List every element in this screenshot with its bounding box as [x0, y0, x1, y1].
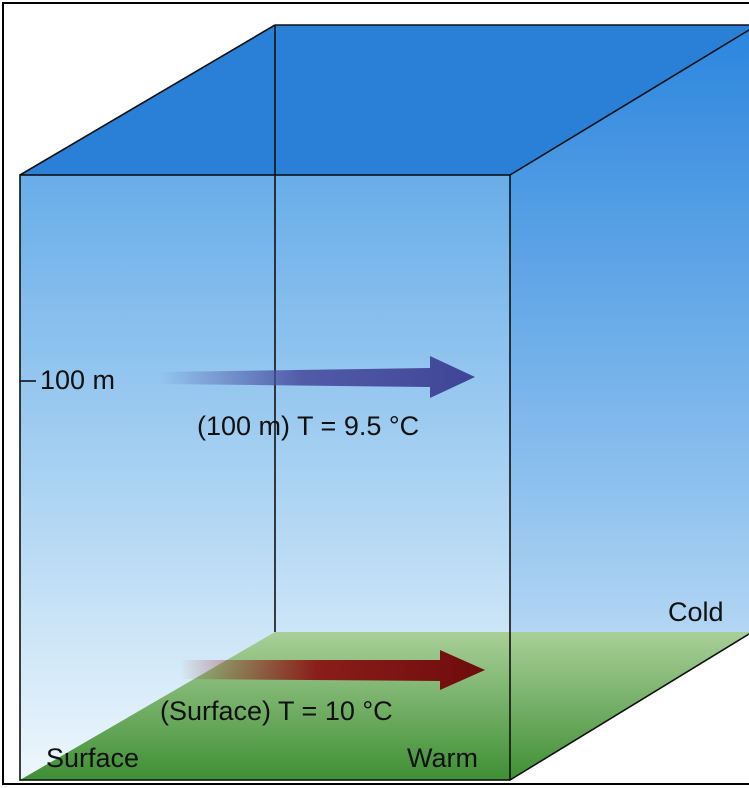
depth-label: 100 m [40, 365, 115, 395]
diagram: 100 m (100 m) T = 9.5 °C (Surface) T = 1… [0, 0, 749, 788]
page: 100 m (100 m) T = 9.5 °C (Surface) T = 1… [0, 0, 749, 788]
cold-label: Cold [668, 597, 724, 627]
warm-label: Warm [407, 743, 478, 773]
surface-label: Surface [46, 743, 139, 773]
surface-temp-label: (Surface) T = 10 °C [160, 696, 393, 726]
upper-temp-label: (100 m) T = 9.5 °C [197, 411, 419, 441]
